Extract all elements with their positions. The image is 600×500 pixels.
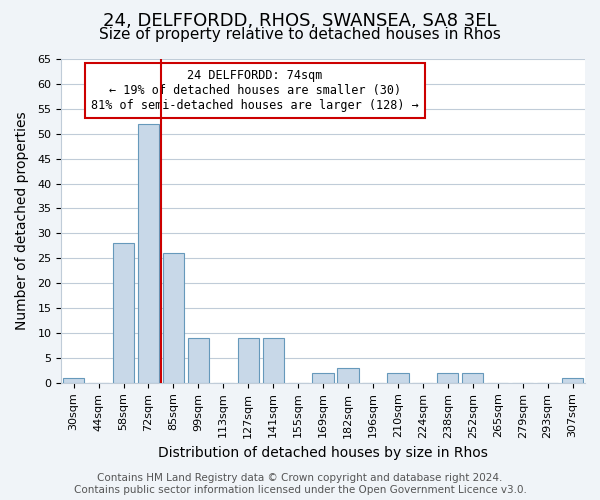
Text: Contains HM Land Registry data © Crown copyright and database right 2024.
Contai: Contains HM Land Registry data © Crown c… (74, 474, 526, 495)
Bar (188, 338, 209, 383)
Bar (462, 373, 484, 383)
Bar (63, 378, 84, 383)
Bar (337, 368, 359, 383)
Bar (113, 244, 134, 383)
Bar (388, 373, 409, 383)
Bar (163, 254, 184, 383)
X-axis label: Distribution of detached houses by size in Rhos: Distribution of detached houses by size … (158, 446, 488, 460)
Bar (138, 124, 159, 383)
Y-axis label: Number of detached properties: Number of detached properties (15, 112, 29, 330)
Text: 24, DELFFORDD, RHOS, SWANSEA, SA8 3EL: 24, DELFFORDD, RHOS, SWANSEA, SA8 3EL (103, 12, 497, 30)
Text: Size of property relative to detached houses in Rhos: Size of property relative to detached ho… (99, 28, 501, 42)
Bar (263, 338, 284, 383)
Bar (562, 378, 583, 383)
Bar (313, 373, 334, 383)
Text: 24 DELFFORDD: 74sqm
← 19% of detached houses are smaller (30)
81% of semi-detach: 24 DELFFORDD: 74sqm ← 19% of detached ho… (91, 68, 419, 112)
Bar (238, 338, 259, 383)
Bar (437, 373, 458, 383)
